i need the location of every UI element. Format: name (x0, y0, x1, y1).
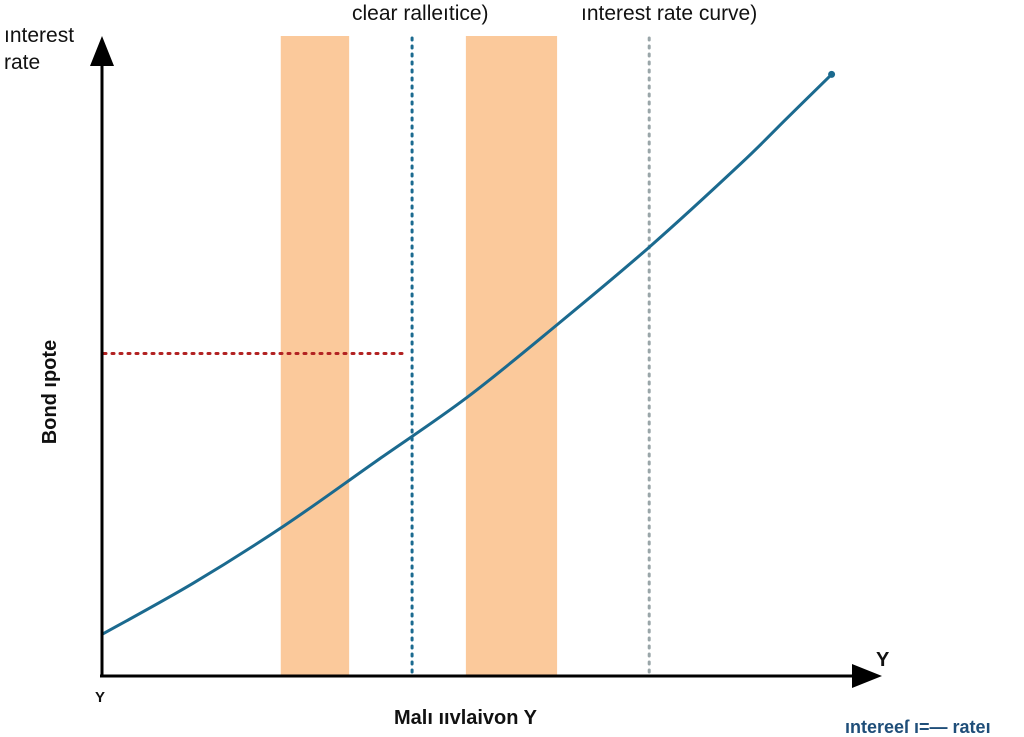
series-group (101, 70, 836, 636)
y-axis-top-label: ınterest rate (4, 24, 75, 74)
y-axis-label: Bond ıpote (39, 339, 61, 445)
chart-title-left: clear ralleıtice) (352, 2, 489, 25)
origin-tick-label: Y (95, 689, 106, 706)
chart-title-right: ınterest rate curve) (581, 2, 758, 25)
shaded-band-2 (465, 36, 558, 676)
x-axis-label: Malı ııvlaivon Y (394, 707, 538, 729)
shaded-bands (280, 36, 558, 676)
shaded-band-1 (280, 36, 350, 676)
axes (90, 36, 882, 688)
x-axis-arrowhead (852, 664, 882, 688)
series-line-1 (101, 73, 833, 636)
series-end-point (828, 70, 836, 78)
footer-legend: ıntereeſ ı=— rateı (845, 717, 991, 737)
x-axis-end-label: Y (876, 649, 890, 671)
y-axis-arrowhead (90, 36, 114, 66)
reference-lines (102, 36, 651, 678)
